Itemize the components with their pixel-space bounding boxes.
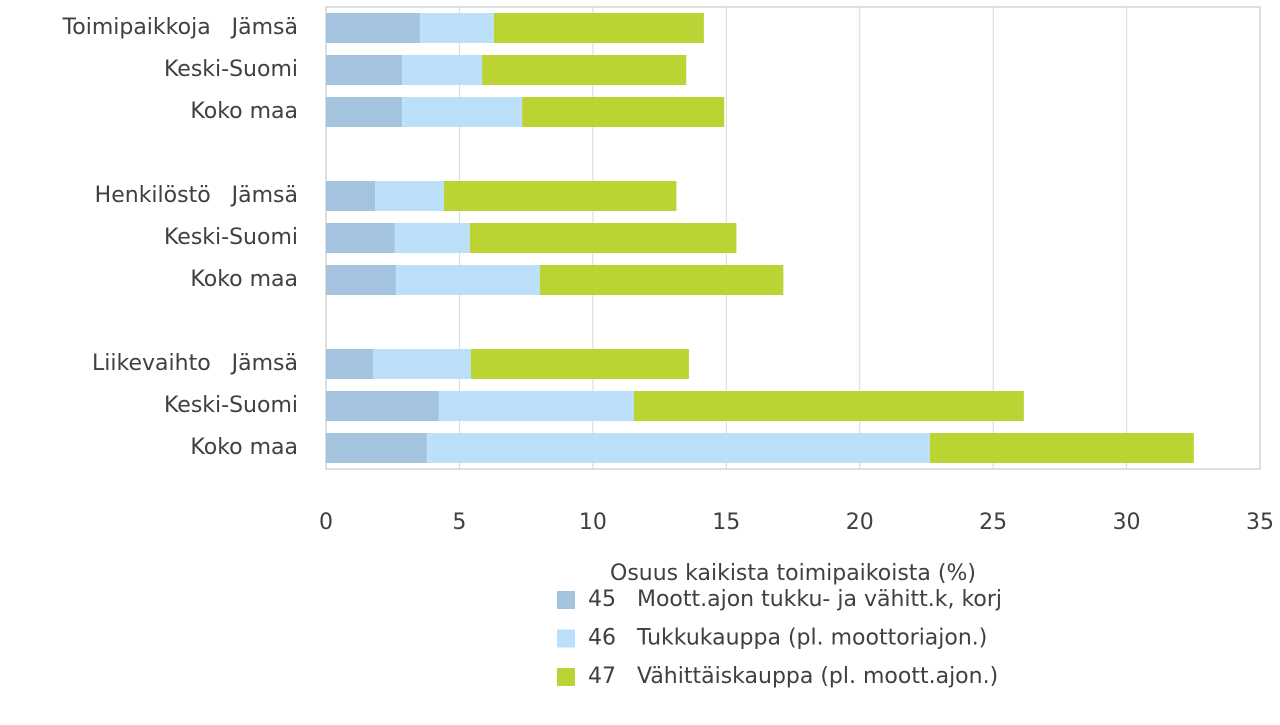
bar-segment [326, 97, 403, 127]
bar-segment [326, 223, 395, 253]
bar-segment [326, 433, 427, 463]
y-tick-label: Koko maa [190, 267, 298, 292]
legend-swatch [557, 668, 575, 686]
x-tick-label: 30 [1113, 510, 1141, 535]
bar-segment [443, 181, 677, 211]
legend-label: 45 Moott.ajon tukku- ja vähitt.k, korj [588, 587, 1002, 612]
legend-swatch [557, 629, 575, 648]
bar-segment [402, 97, 523, 127]
bar-segment [633, 391, 1024, 421]
bar-segment [929, 433, 1194, 463]
x-tick-label: 20 [846, 510, 874, 535]
legend-swatch [557, 591, 575, 609]
legend-label: 47 Vähittäiskauppa (pl. moott.ajon.) [588, 664, 998, 689]
legend-label: 46 Tukkukauppa (pl. moottoriajon.) [588, 626, 987, 651]
bar-segment [326, 181, 376, 211]
x-tick-label: 25 [979, 510, 1007, 535]
bar-segment [493, 13, 704, 43]
bar-segment [326, 391, 439, 421]
bar-segment [402, 55, 483, 85]
bar-segment [326, 265, 396, 295]
bar-segment [375, 181, 444, 211]
bar-segment [326, 13, 420, 43]
bar-segment [470, 349, 689, 379]
bar-segment [394, 223, 470, 253]
bar-segment [438, 391, 634, 421]
bar-segment [372, 349, 471, 379]
x-tick-label: 10 [579, 510, 607, 535]
x-tick-label: 15 [712, 510, 740, 535]
x-tick-label: 0 [319, 510, 333, 535]
x-tick-label: 5 [452, 510, 466, 535]
y-tick-label: Koko maa [190, 99, 298, 124]
y-tick-label: Liikevaihto Jämsä [92, 351, 298, 376]
x-axis-title: Osuus kaikista toimipaikoista (%) [610, 561, 976, 586]
bar-segment [326, 55, 403, 85]
x-tick-label: 35 [1246, 510, 1274, 535]
bar-segment [469, 223, 737, 253]
y-tick-label: Keski-Suomi [164, 57, 298, 82]
bar-segment [395, 265, 540, 295]
y-tick-label: Keski-Suomi [164, 393, 298, 418]
y-tick-label: Toimipaikkoja Jämsä [62, 15, 298, 40]
bar-segment [419, 13, 494, 43]
bar-segment [539, 265, 784, 295]
bar-segment [522, 97, 725, 127]
bar-segment [426, 433, 930, 463]
bar-segment [482, 55, 687, 85]
y-tick-label: Henkilöstö Jämsä [95, 183, 298, 208]
bar-segment [326, 349, 373, 379]
y-tick-label: Koko maa [190, 435, 298, 460]
y-tick-label: Keski-Suomi [164, 225, 298, 250]
